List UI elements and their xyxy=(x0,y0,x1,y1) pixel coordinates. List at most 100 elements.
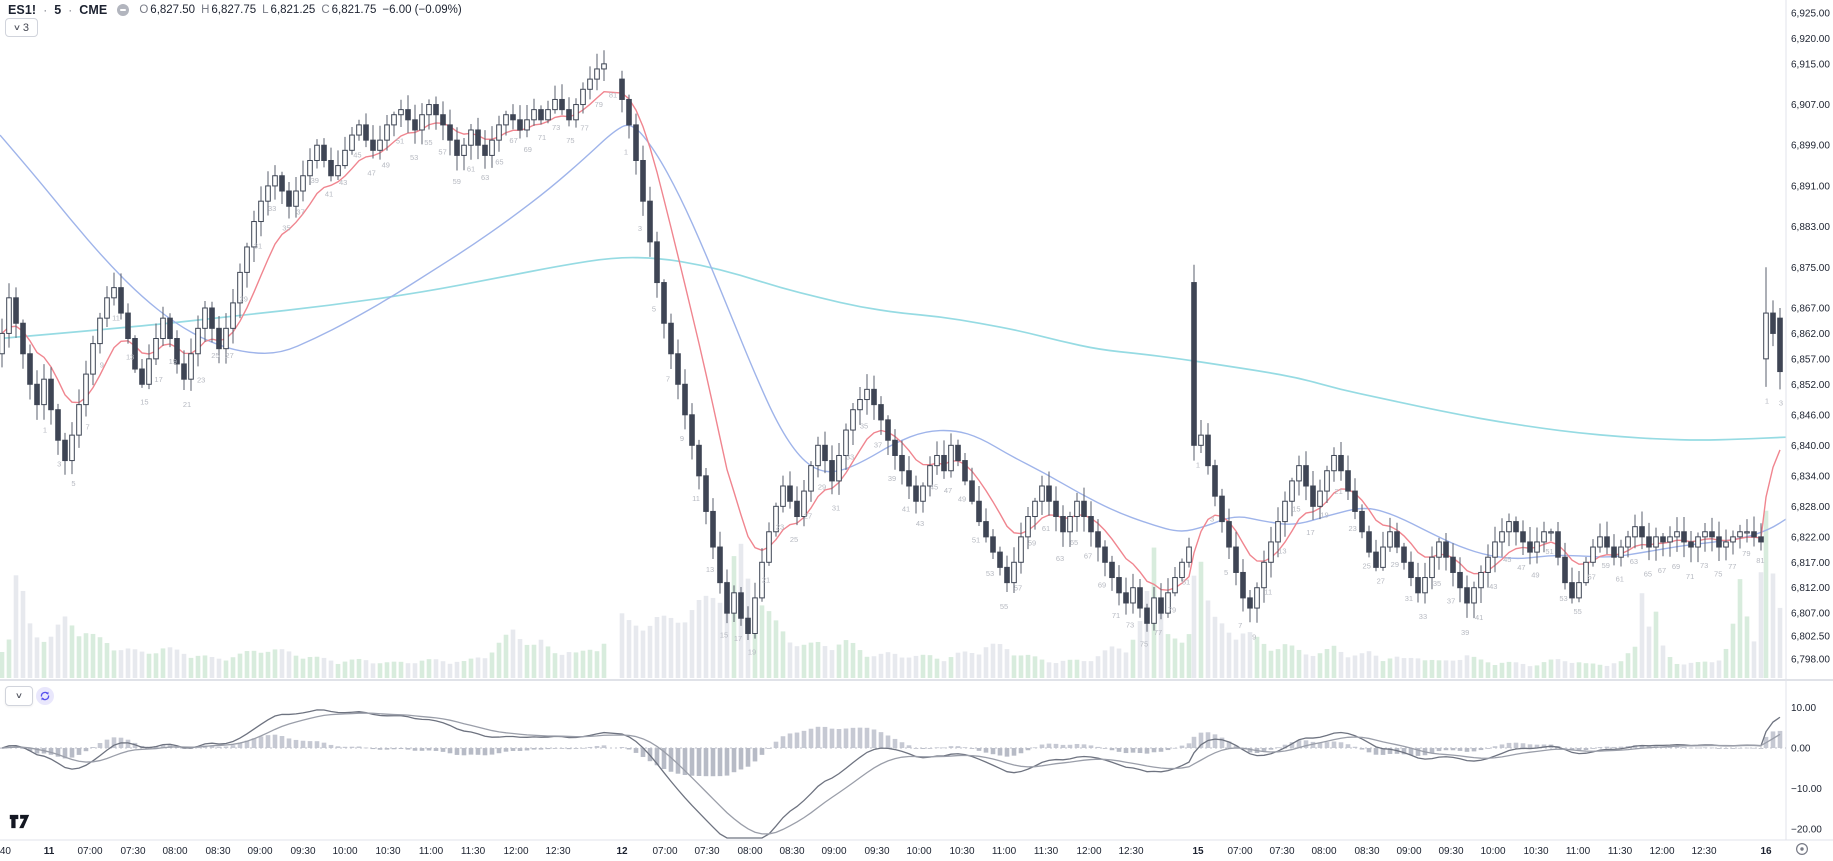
svg-text:6,875.00: 6,875.00 xyxy=(1791,263,1830,274)
svg-text:75: 75 xyxy=(1714,570,1722,579)
svg-text:11:00: 11:00 xyxy=(1566,846,1591,857)
svg-text:69: 69 xyxy=(1672,562,1680,571)
svg-text:67: 67 xyxy=(1658,566,1666,575)
svg-text:6,828.00: 6,828.00 xyxy=(1791,502,1830,513)
svg-text:09:30: 09:30 xyxy=(290,846,315,857)
svg-text:51: 51 xyxy=(1545,547,1553,556)
exchange-label: CME xyxy=(79,3,108,17)
svg-text:39: 39 xyxy=(1461,628,1469,637)
svg-text:7: 7 xyxy=(1238,621,1242,630)
svg-text:23: 23 xyxy=(197,376,205,385)
svg-text:79: 79 xyxy=(1742,549,1750,558)
svg-text:11:00: 11:00 xyxy=(992,846,1017,857)
svg-text:81: 81 xyxy=(1182,577,1190,586)
svg-text:21: 21 xyxy=(762,575,770,584)
svg-text:9: 9 xyxy=(680,434,684,443)
svg-text:61: 61 xyxy=(1616,575,1624,584)
svg-text:6,846.00: 6,846.00 xyxy=(1791,410,1830,421)
timezone-settings-icon[interactable] xyxy=(1795,842,1809,861)
svg-text:09:30: 09:30 xyxy=(864,846,889,857)
svg-text:6,802.50: 6,802.50 xyxy=(1791,632,1830,643)
price-axis[interactable]: 6,925.00 6,920.00 6,915.00 6,907.00 6,899.00… xyxy=(1791,9,1830,666)
svg-text:57: 57 xyxy=(438,148,446,157)
svg-text:71: 71 xyxy=(1112,611,1120,620)
symbol-legend[interactable]: ES1! · 5 · CME O 6,827.50 H 6,827.75 L 6,82… xyxy=(8,3,464,17)
svg-text:59: 59 xyxy=(1602,561,1610,570)
market-status-icon[interactable] xyxy=(117,4,130,16)
svg-text:47: 47 xyxy=(944,486,952,495)
svg-text:5: 5 xyxy=(71,479,75,488)
svg-text:73: 73 xyxy=(1126,620,1134,629)
svg-text:43: 43 xyxy=(1489,582,1497,591)
svg-text:5: 5 xyxy=(652,305,656,314)
chevron-down-icon: ∨ xyxy=(12,22,22,32)
svg-text:53: 53 xyxy=(986,569,994,578)
svg-text:09:00: 09:00 xyxy=(1396,846,1421,857)
svg-text:61: 61 xyxy=(467,165,475,174)
svg-text:15: 15 xyxy=(720,630,728,639)
svg-text:6,891.00: 6,891.00 xyxy=(1791,181,1830,192)
svg-text:11:30: 11:30 xyxy=(461,846,486,857)
low-label: L xyxy=(262,4,269,16)
svg-text:08:30: 08:30 xyxy=(205,846,230,857)
svg-text:08:00: 08:00 xyxy=(737,846,762,857)
svg-text:1: 1 xyxy=(624,147,628,156)
svg-text:81: 81 xyxy=(609,91,617,100)
svg-text:−10.00: −10.00 xyxy=(1791,784,1822,795)
time-axis[interactable]: :40 11 07:00 07:30 08:00 08:30 09:00 09:30 10:00… xyxy=(0,846,1772,857)
interval-label[interactable]: 5 xyxy=(54,3,62,17)
svg-text:47: 47 xyxy=(1517,563,1525,572)
indicator-axis[interactable]: 10.00 0.00 −10.00 −20.00 xyxy=(1791,703,1822,836)
svg-text:0.00: 0.00 xyxy=(1791,744,1811,755)
svg-text:1: 1 xyxy=(43,426,47,435)
svg-text:21: 21 xyxy=(1334,487,1342,496)
svg-text:6,925.00: 6,925.00 xyxy=(1791,9,1830,20)
svg-text:81: 81 xyxy=(1756,556,1764,565)
svg-text:63: 63 xyxy=(1630,557,1638,566)
svg-text:10.00: 10.00 xyxy=(1791,703,1816,714)
svg-text:43: 43 xyxy=(339,178,347,187)
svg-text:12:00: 12:00 xyxy=(1076,846,1101,857)
tradingview-logo[interactable] xyxy=(8,813,31,835)
indicator-count: 3 xyxy=(22,21,29,34)
svg-text:23: 23 xyxy=(1348,524,1356,533)
svg-text:39: 39 xyxy=(311,176,319,185)
svg-text:21: 21 xyxy=(183,400,191,409)
svg-text:12:30: 12:30 xyxy=(1118,846,1143,857)
svg-text:43: 43 xyxy=(916,519,924,528)
svg-text:61: 61 xyxy=(1042,524,1050,533)
svg-text:10:00: 10:00 xyxy=(906,846,931,857)
svg-text:35: 35 xyxy=(1433,579,1441,588)
svg-text:11: 11 xyxy=(44,846,55,857)
svg-text:09:00: 09:00 xyxy=(247,846,272,857)
svg-text:53: 53 xyxy=(410,153,418,162)
svg-text:31: 31 xyxy=(1405,594,1413,603)
indicator-legend-collapse-button[interactable]: ∨ xyxy=(5,686,33,706)
indicator-refresh-icon[interactable] xyxy=(36,687,54,705)
svg-text:08:30: 08:30 xyxy=(1354,846,1379,857)
svg-text:9: 9 xyxy=(100,361,104,370)
svg-text:12: 12 xyxy=(616,846,628,857)
svg-text:77: 77 xyxy=(1154,628,1162,637)
svg-text:17: 17 xyxy=(1306,528,1314,537)
svg-text:79: 79 xyxy=(595,100,603,109)
svg-text:25: 25 xyxy=(790,535,798,544)
svg-text:51: 51 xyxy=(396,137,404,146)
svg-text:25: 25 xyxy=(211,351,219,360)
legend-collapse-button[interactable]: ∨ 3 xyxy=(5,18,38,37)
svg-text:13: 13 xyxy=(706,565,714,574)
svg-text:57: 57 xyxy=(1588,573,1596,582)
svg-text:29: 29 xyxy=(1391,560,1399,569)
symbol-name[interactable]: ES1! xyxy=(8,3,37,17)
legend-separator: · xyxy=(43,3,48,17)
close-value: 6,821.75 xyxy=(331,4,377,16)
open-label: O xyxy=(139,4,149,16)
svg-text:31: 31 xyxy=(254,242,262,251)
svg-text:10:30: 10:30 xyxy=(375,846,400,857)
svg-text:08:00: 08:00 xyxy=(162,846,187,857)
svg-text:09:00: 09:00 xyxy=(821,846,846,857)
svg-text:08:00: 08:00 xyxy=(1311,846,1336,857)
svg-text:41: 41 xyxy=(325,190,333,199)
svg-text:11:30: 11:30 xyxy=(1608,846,1633,857)
